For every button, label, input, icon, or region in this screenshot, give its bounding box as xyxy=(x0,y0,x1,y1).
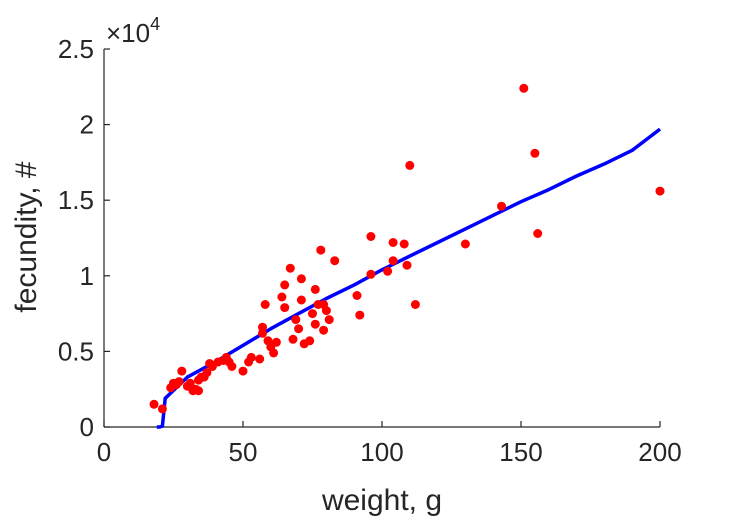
data-point xyxy=(246,352,256,362)
data-point xyxy=(269,348,279,358)
data-point xyxy=(157,404,167,414)
data-point xyxy=(255,354,265,364)
x-tick-label: 0 xyxy=(97,437,111,467)
data-point xyxy=(352,291,362,300)
y-tick-label: 2 xyxy=(80,110,94,140)
data-point xyxy=(296,295,306,305)
data-point xyxy=(202,368,212,378)
y-tick-label: 0 xyxy=(80,412,94,442)
data-point xyxy=(533,229,543,238)
data-point xyxy=(149,399,159,409)
data-point xyxy=(280,280,290,290)
data-point xyxy=(294,324,304,334)
data-point xyxy=(330,256,340,266)
data-point xyxy=(288,334,298,344)
data-point xyxy=(271,337,281,347)
data-point xyxy=(194,386,203,396)
x-tick-label: 150 xyxy=(499,437,542,467)
data-point xyxy=(324,315,334,325)
data-point xyxy=(519,83,529,93)
data-point xyxy=(177,366,187,376)
x-tick-label: 100 xyxy=(360,437,403,467)
data-point xyxy=(280,303,290,313)
data-point xyxy=(310,284,320,294)
data-point xyxy=(310,319,320,329)
data-point xyxy=(655,186,665,196)
fit-line xyxy=(156,127,662,429)
data-point xyxy=(410,300,420,309)
x-axis-label: weight, g xyxy=(321,484,442,517)
data-point xyxy=(405,160,415,170)
data-point xyxy=(460,239,470,249)
fit-line-group xyxy=(156,127,662,429)
data-point xyxy=(308,309,317,319)
data-point xyxy=(530,148,540,158)
data-point xyxy=(388,256,398,266)
data-point xyxy=(355,310,365,320)
data-point xyxy=(285,263,295,273)
data-point xyxy=(238,366,248,376)
data-point xyxy=(258,322,267,332)
y-tick-label: 0.5 xyxy=(58,336,94,366)
x-ticks: 0 50 100 150 200 xyxy=(97,421,682,467)
data-point xyxy=(321,306,331,316)
data-point xyxy=(296,274,306,284)
data-point xyxy=(185,378,195,388)
data-point xyxy=(277,292,287,302)
data-point xyxy=(402,260,412,270)
data-point xyxy=(316,245,326,255)
y-axis-label: fecundity, # xyxy=(10,161,43,313)
data-point xyxy=(260,300,270,309)
data-point xyxy=(319,325,329,335)
data-point xyxy=(399,239,409,249)
plot-area: 0 50 100 150 200 0 0.5 1 1.5 2 2.5 xyxy=(58,34,682,467)
y-tick-label: 1.5 xyxy=(58,185,94,215)
data-point xyxy=(174,377,184,387)
data-points xyxy=(149,83,665,414)
y-ticks: 0 0.5 1 1.5 2 2.5 xyxy=(58,34,110,442)
data-point xyxy=(388,238,398,247)
y-axis-multiplier: ×104 xyxy=(106,14,160,48)
x-tick-label: 50 xyxy=(229,437,258,467)
y-tick-label: 2.5 xyxy=(58,34,94,64)
data-point xyxy=(291,315,301,325)
data-point xyxy=(227,362,237,371)
data-point xyxy=(305,336,315,346)
y-tick-label: 1 xyxy=(80,261,94,291)
data-point xyxy=(366,269,376,279)
y-multiplier-base: ×10 xyxy=(106,18,150,48)
y-multiplier-exponent: 4 xyxy=(150,14,160,34)
data-point xyxy=(383,266,393,276)
data-point xyxy=(497,201,506,211)
x-tick-label: 200 xyxy=(638,437,681,467)
data-point xyxy=(366,232,376,241)
